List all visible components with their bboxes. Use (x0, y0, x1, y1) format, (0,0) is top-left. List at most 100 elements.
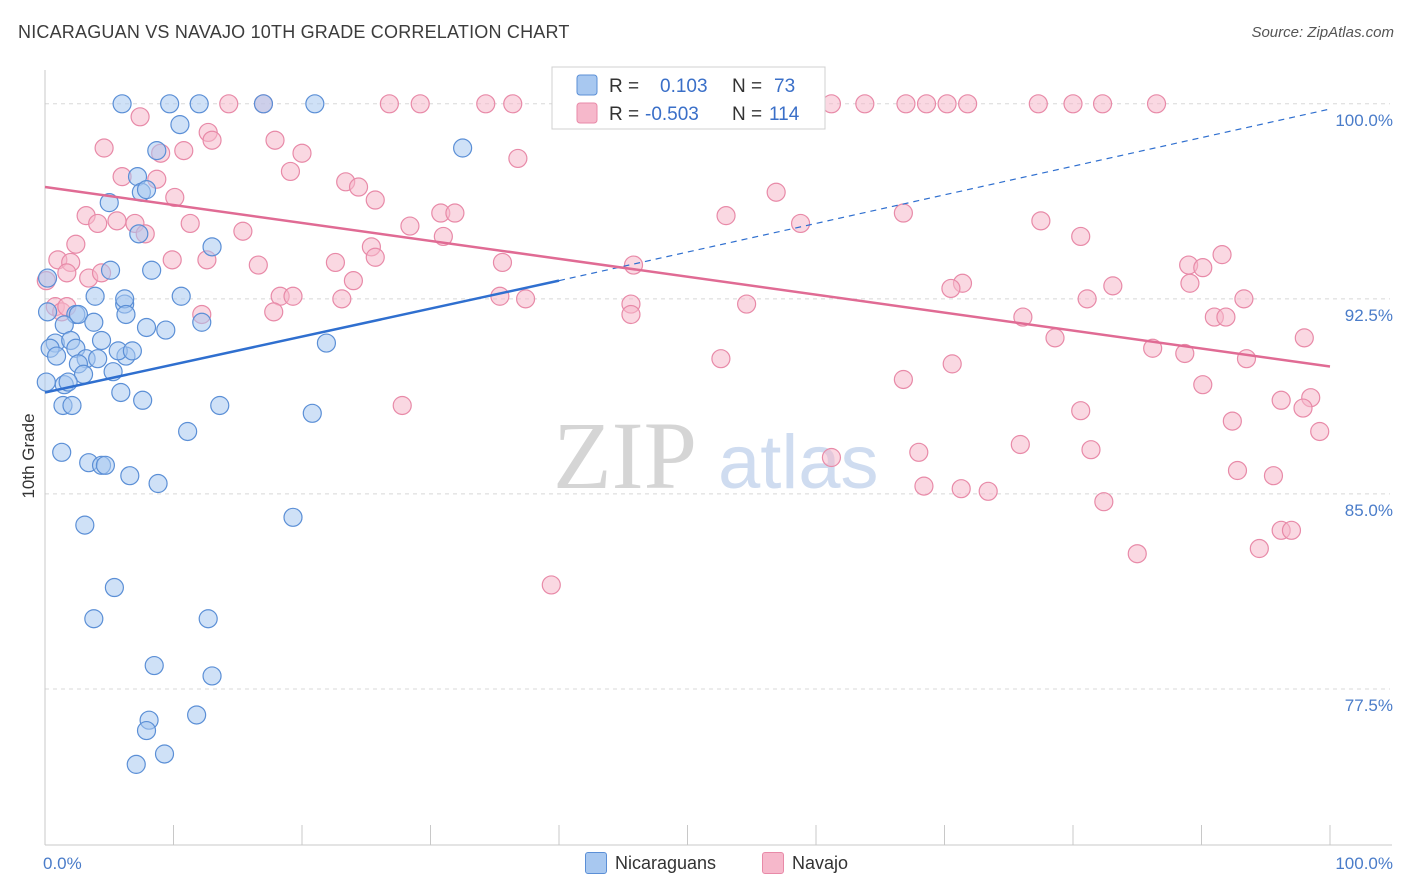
navajo-point-109 (1071, 401, 1091, 421)
navajo-point-105 (1271, 390, 1291, 410)
navajo-point-97 (1045, 328, 1065, 348)
navajo-point-108 (1293, 398, 1313, 418)
trendlines (44, 108, 1331, 394)
navajo-point-57 (1212, 245, 1232, 265)
navajo-point-92 (1013, 307, 1033, 327)
nicaraguans-point-16 (142, 260, 162, 280)
navajo-point-29 (292, 143, 312, 163)
nicaraguans-point-41 (88, 349, 108, 369)
nicaraguans-point-6 (147, 141, 167, 161)
navajo-point-69 (57, 263, 77, 283)
legend-swatch-pink (576, 102, 598, 124)
navajo-point-35 (348, 177, 369, 197)
navajo-point-115 (1081, 440, 1101, 460)
navajo-point-2 (379, 94, 399, 114)
navajo-point-47 (180, 213, 200, 234)
navajo-point-25 (265, 130, 285, 150)
navajo-point-64 (365, 247, 385, 267)
navajo-point-3 (410, 94, 430, 114)
nicaraguans-point-1 (160, 94, 180, 114)
x-tick-label-0: 0.0% (43, 854, 82, 873)
legend-nicaraguans: Nicaraguans (585, 852, 716, 874)
y-tick-label-1: 92.5% (1345, 306, 1393, 325)
navajo-point-94 (1216, 307, 1236, 327)
nicaraguans-point-72 (126, 754, 146, 774)
nicaraguans-point-55 (52, 442, 72, 462)
legend-navajo: Navajo (762, 852, 848, 874)
navajo-point-119 (951, 479, 971, 499)
nicaraguans-point-24 (116, 304, 136, 325)
navajo-point-91 (621, 304, 641, 325)
navajo-point-49 (790, 213, 811, 234)
nicaraguans-point-70 (136, 720, 157, 741)
legend-r-value-2: -0.503 (645, 104, 699, 125)
navajo-point-45 (107, 211, 127, 231)
nicaraguans-point-3 (253, 94, 274, 114)
legend-swatch-blue (576, 74, 598, 96)
chart-source: Source: ZipAtlas.com (1251, 24, 1394, 41)
nicaraguans-point-5 (170, 115, 190, 135)
nicaraguans-point-2 (189, 94, 209, 114)
navajo-point-96 (1294, 328, 1314, 348)
navajo-point-124 (1249, 538, 1269, 559)
navajo-point-44 (88, 213, 108, 234)
navajo-point-62 (248, 255, 268, 275)
navajo-point-104 (1193, 375, 1213, 395)
navajo-point-41 (445, 203, 465, 223)
navajo-point-113 (909, 442, 929, 462)
navajo-points (36, 94, 1330, 595)
nicaraguans-point-19 (171, 286, 191, 306)
nicaraguans-point-52 (210, 395, 230, 416)
navajo-point-125 (1127, 544, 1147, 564)
nicaraguans-point-15 (100, 260, 121, 280)
nicaraguans-point-54 (178, 421, 198, 442)
navajo-point-50 (1031, 211, 1051, 231)
nicaraguans-point-68 (187, 705, 207, 725)
nicaraguans-point-60 (148, 473, 168, 494)
legend-navajo-swatch (762, 852, 784, 874)
navajo-point-77 (941, 278, 961, 299)
nicaraguans-point-7 (453, 138, 473, 158)
nicaraguans-trendline (44, 279, 560, 394)
y-tick-label-0: 100.0% (1335, 111, 1393, 130)
nicaraguans-point-26 (84, 312, 104, 332)
nicaraguans-point-67 (202, 666, 222, 686)
nicaraguans-point-10 (136, 180, 157, 200)
nicaraguans-point-45 (36, 372, 56, 392)
navajo-point-52 (233, 221, 253, 241)
watermark: ZIP atlas (553, 402, 879, 509)
navajo-point-22 (130, 107, 150, 127)
navajo-point-30 (508, 148, 528, 169)
nicaraguans-point-39 (122, 341, 142, 361)
navajo-point-76 (1180, 273, 1200, 293)
navajo-point-43 (716, 206, 736, 226)
navajo-point-87 (1234, 289, 1254, 309)
legend-n-value-2: 114 (769, 104, 800, 125)
navajo-point-78 (332, 289, 352, 309)
navajo-point-19 (1063, 94, 1083, 114)
navajo-point-36 (766, 182, 786, 202)
navajo-point-20 (1092, 94, 1113, 114)
navajo-point-18 (1028, 94, 1048, 114)
legend-r-label-2: R = (609, 104, 639, 125)
nicaraguans-point-28 (156, 320, 176, 340)
navajo-point-80 (515, 289, 536, 309)
navajo-point-102 (711, 349, 731, 369)
navajo-point-16 (937, 94, 957, 114)
navajo-point-114 (821, 447, 842, 468)
navajo-point-116 (1227, 460, 1248, 481)
navajo-point-90 (264, 302, 284, 322)
nicaraguans-point-12 (129, 224, 149, 244)
nicaraguans-point-21 (37, 302, 58, 322)
nicaraguans-point-17 (85, 286, 105, 306)
y-tick-label-3: 77.5% (1345, 696, 1393, 715)
navajo-point-73 (343, 271, 363, 291)
navajo-point-55 (66, 234, 86, 254)
nicaraguans-point-34 (91, 330, 112, 351)
navajo-point-101 (942, 354, 962, 374)
nicaraguans-point-23 (68, 304, 89, 325)
navajo-point-107 (392, 395, 412, 416)
nicaraguans-point-53 (302, 403, 322, 423)
navajo-point-118 (914, 476, 934, 496)
nicaraguans-point-42 (316, 333, 337, 353)
